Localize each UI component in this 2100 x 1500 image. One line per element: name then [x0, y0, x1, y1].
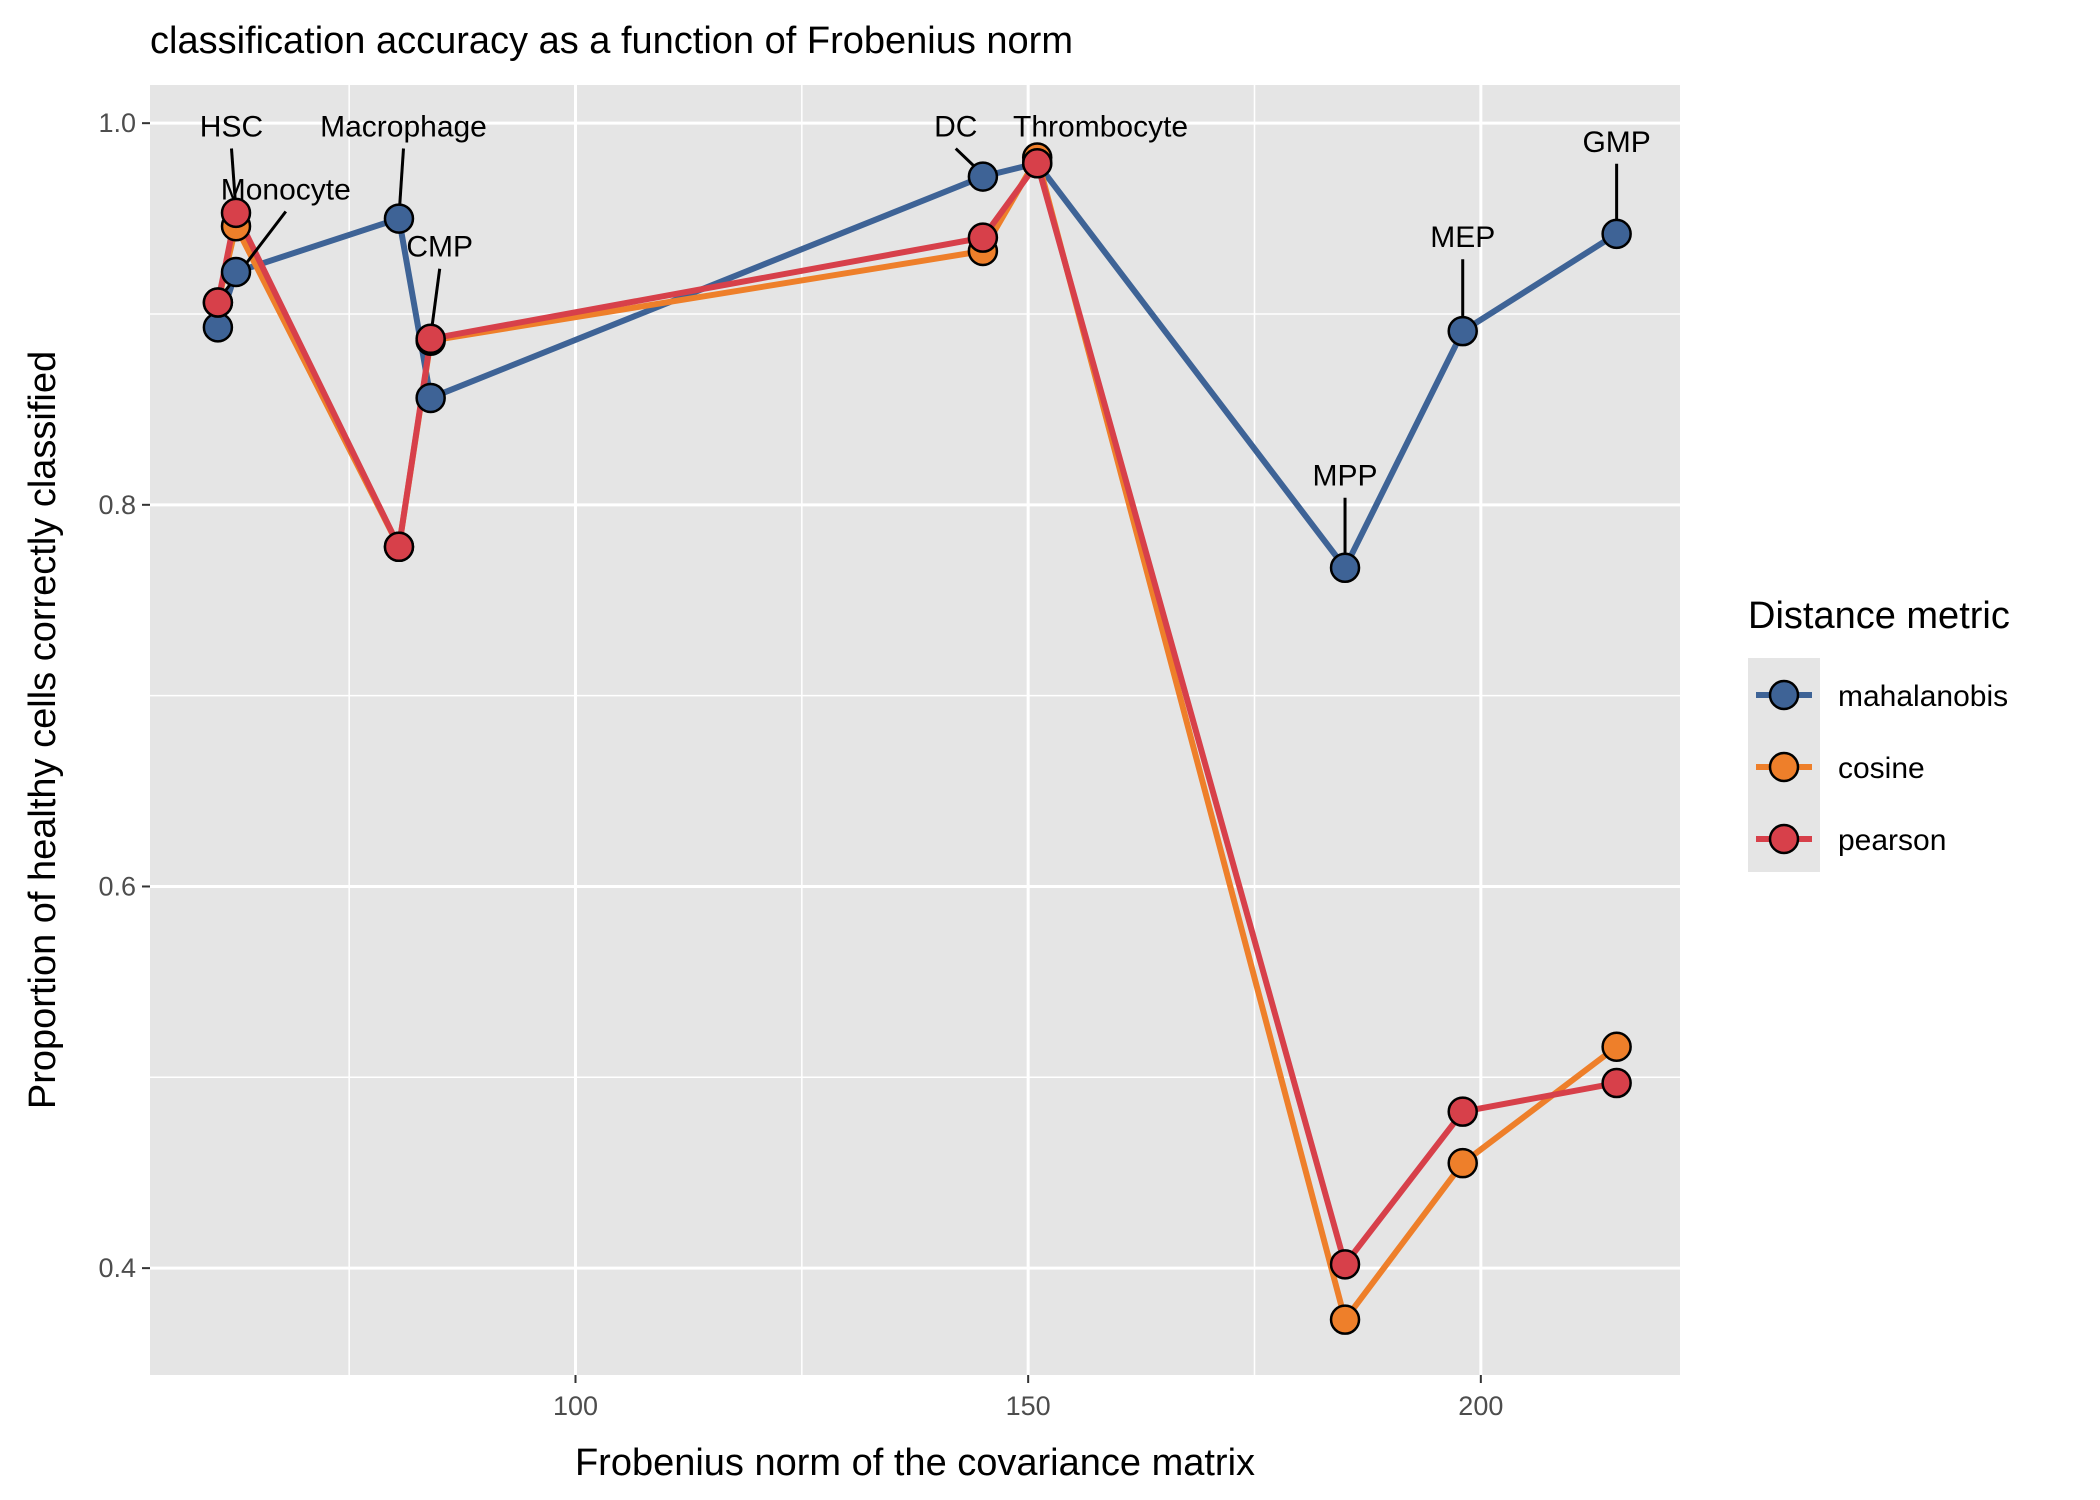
data-point-cosine [1329, 1304, 1361, 1335]
data-point-mahalanobis [1329, 552, 1361, 584]
data-point-pearson [967, 222, 999, 253]
series-points [202, 142, 1632, 1335]
legend-key-point [1768, 679, 1800, 711]
annotation-label: Thrombocyte [1013, 111, 1188, 144]
data-point-mahalanobis [383, 203, 415, 234]
annotation-label: DC [934, 111, 977, 144]
annotation-label: HSC [200, 111, 263, 144]
data-point-cosine [1601, 1031, 1632, 1063]
annotation-label: MEP [1430, 221, 1495, 254]
annotation-leader [216, 210, 287, 302]
data-point-pearson [202, 287, 234, 318]
annotation-labels: HSC Monocyte Macrophage CMP DC Thrombocyte MPP… [200, 111, 1651, 493]
legend-title: Distance metric [1748, 595, 2010, 637]
annotation-label: GMP [1582, 126, 1650, 159]
annotation-label: Macrophage [320, 111, 487, 144]
legend-items: mahalanobis cosine pearson [1756, 679, 2008, 857]
x-axis-title: Frobenius norm of the covariance matrix [575, 1442, 1255, 1484]
x-axis-ticks: 100 150 200 [553, 1375, 1503, 1421]
legend-entry-cosine: cosine [1838, 752, 1925, 785]
x-tick-label: 150 [1006, 1391, 1051, 1421]
y-tick-label: 0.6 [98, 871, 136, 901]
data-point-pearson [1329, 1249, 1361, 1280]
y-tick-label: 0.8 [98, 490, 136, 520]
data-point-mahalanobis [220, 256, 252, 288]
data-point-pearson [220, 197, 252, 229]
data-point-mahalanobis [1601, 218, 1632, 250]
annotation-label: CMP [406, 231, 473, 264]
chart-title: classification accuracy as a function of… [150, 20, 1073, 62]
x-tick-label: 200 [1458, 1391, 1503, 1421]
y-tick-label: 1.0 [98, 108, 136, 138]
grid-lines [150, 85, 1680, 1375]
y-axis-title: Proportion of healthy cells correctly cl… [22, 351, 64, 1109]
data-point-pearson [1021, 147, 1053, 179]
annotation-label: MPP [1313, 460, 1378, 493]
data-point-pearson [383, 531, 415, 563]
data-point-cosine [1447, 1147, 1478, 1179]
annotation-label: Monocyte [221, 173, 351, 206]
legend: Distance metric mahalanobis cosine pearson [1748, 595, 2010, 872]
legend-entry-pearson: pearson [1838, 824, 1946, 857]
data-point-mahalanobis [1447, 315, 1478, 347]
legend-key-point [1768, 751, 1800, 783]
data-point-pearson [1601, 1067, 1632, 1099]
data-point-pearson [1447, 1096, 1478, 1127]
x-tick-label: 100 [553, 1391, 598, 1421]
y-axis-ticks: 0.4 0.6 0.8 1.0 [98, 108, 150, 1283]
data-point-mahalanobis [415, 382, 446, 414]
legend-entry-mahalanobis: mahalanobis [1838, 680, 2008, 713]
data-point-mahalanobis [967, 161, 999, 192]
legend-key-point [1768, 823, 1800, 855]
data-point-pearson [415, 323, 446, 355]
y-tick-label: 0.4 [98, 1253, 136, 1283]
